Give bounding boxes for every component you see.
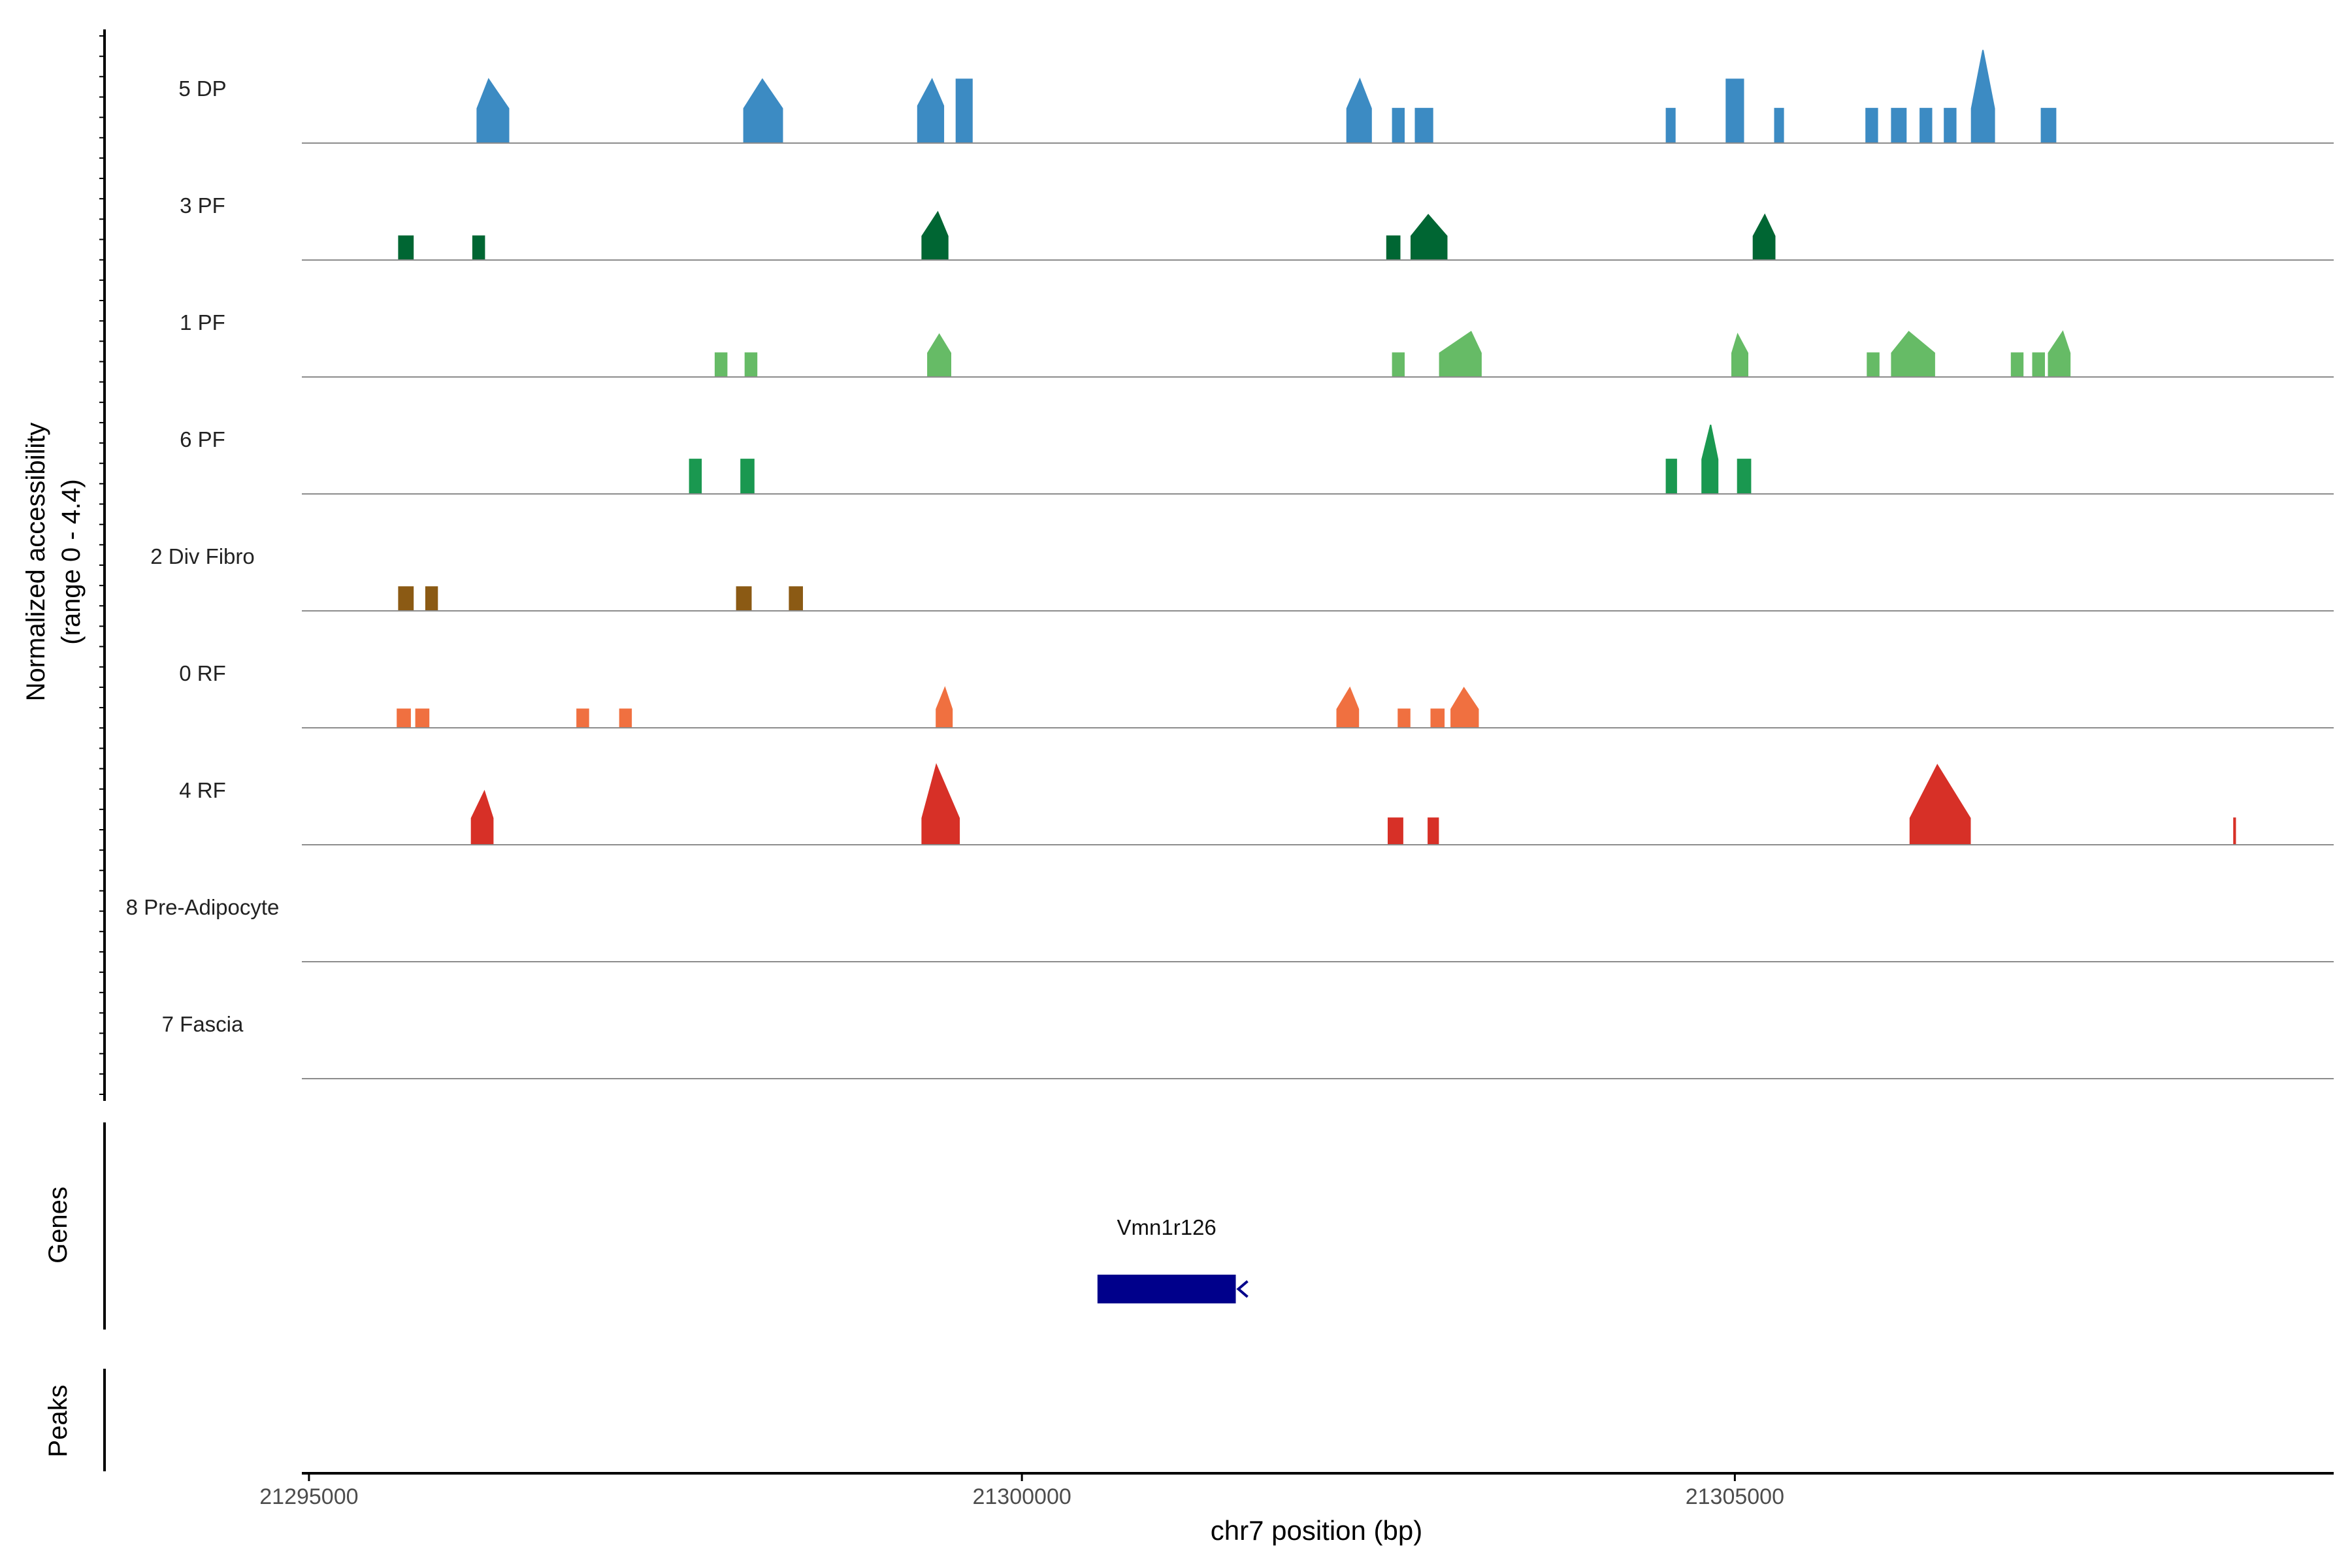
x-tick-label: 21295000 xyxy=(259,1484,358,1509)
peak-1-pf-11 xyxy=(2048,330,2071,378)
genes-axis-title: Genes xyxy=(44,1186,73,1264)
x-tick-label: 21305000 xyxy=(1686,1484,1784,1509)
track-label: 5 DP xyxy=(178,76,226,101)
gene-body-vmn1r126 xyxy=(1097,1275,1236,1303)
peak-0-rf-3 xyxy=(576,708,589,728)
peak-1-pf-1 xyxy=(714,352,728,378)
track-3-pf xyxy=(302,210,2334,261)
genes-panel: Vmn1r126 xyxy=(103,1122,1249,1330)
peak-1-pf-10 xyxy=(2032,352,2045,378)
y-axis-title-line2: (range 0 - 4.4) xyxy=(57,479,86,644)
peak-5-dp-13 xyxy=(1919,108,1933,144)
x-axis-title: chr7 position (bp) xyxy=(1211,1515,1423,1546)
peak-4-rf-2 xyxy=(921,762,960,845)
peak-0-rf-4 xyxy=(619,708,632,728)
track-label: 8 Pre-Adipocyte xyxy=(126,895,280,919)
peak-3-pf-5 xyxy=(1411,214,1448,261)
peak-5-dp-12 xyxy=(1891,108,1907,144)
peak-0-rf-1 xyxy=(397,708,411,728)
track-label: 0 RF xyxy=(179,661,226,685)
track-5-dp xyxy=(302,50,2334,144)
x-tick-label: 21300000 xyxy=(972,1484,1071,1509)
peak-1-pf-2 xyxy=(744,352,758,378)
track-label: 3 PF xyxy=(180,193,225,218)
track-label: 4 RF xyxy=(179,778,226,802)
track-label: 2 Div Fibro xyxy=(150,544,255,568)
gene-label: Vmn1r126 xyxy=(1117,1215,1217,1239)
peak-5-dp-3 xyxy=(917,78,945,144)
track-label: 1 PF xyxy=(180,310,225,335)
peak-3-pf-6 xyxy=(1752,213,1776,261)
peak-4-rf-5 xyxy=(1909,763,1971,845)
peak-3-pf-2 xyxy=(472,235,485,261)
peak-1-pf-6 xyxy=(1731,333,1748,378)
peak-4-rf-4 xyxy=(1428,817,1439,845)
peak-1-pf-3 xyxy=(927,333,951,378)
peak-1-pf-9 xyxy=(2010,352,2024,378)
peak-0-rf-7 xyxy=(1397,708,1411,728)
peak-5-dp-14 xyxy=(1944,108,1957,144)
peak-5-dp-10 xyxy=(1774,108,1784,144)
track-4-rf xyxy=(302,762,2334,845)
peaks-axis-title: Peaks xyxy=(44,1384,73,1457)
peak-2-div-fibro-1 xyxy=(398,586,414,612)
peak-5-dp-8 xyxy=(1665,108,1676,144)
peak-6-pf-3 xyxy=(1665,459,1677,495)
position-x-axis: 21295000 21300000 21305000 xyxy=(259,1472,2334,1509)
track-label: 7 Fascia xyxy=(162,1012,244,1036)
track-0-rf xyxy=(302,686,2334,728)
track-labels: 5 DP 3 PF 1 PF 6 PF 2 Div Fibro 0 RF 4 RF 8 Pre… xyxy=(126,76,280,1036)
peak-6-pf-4 xyxy=(1701,424,1719,495)
peak-5-dp-4 xyxy=(955,78,973,144)
peak-5-dp-7 xyxy=(1414,108,1433,144)
coverage-tracks xyxy=(302,50,2334,1079)
peak-5-dp-11 xyxy=(1865,108,1878,144)
peak-0-rf-2 xyxy=(415,708,430,728)
peak-1-pf-8 xyxy=(1891,331,1935,378)
peak-2-div-fibro-3 xyxy=(736,586,752,612)
peak-0-rf-6 xyxy=(1336,686,1360,728)
y-axis-title-line1: Normalized accessibility xyxy=(22,423,50,702)
peak-5-dp-15 xyxy=(1970,50,1995,144)
peak-1-pf-7 xyxy=(1867,352,1880,378)
peak-2-div-fibro-2 xyxy=(425,586,438,612)
peak-6-pf-5 xyxy=(1737,459,1752,495)
peak-5-dp-1 xyxy=(476,78,510,144)
peak-5-dp-16 xyxy=(2040,108,2057,144)
accessibility-y-axis xyxy=(99,29,106,1101)
peak-4-rf-3 xyxy=(1388,817,1403,845)
peak-1-pf-4 xyxy=(1392,352,1405,378)
peak-2-div-fibro-4 xyxy=(789,586,803,612)
peak-0-rf-9 xyxy=(1450,687,1479,728)
peak-4-rf-6 xyxy=(2233,817,2236,845)
peak-5-dp-6 xyxy=(1392,108,1405,144)
track-1-pf xyxy=(302,330,2334,378)
peak-5-dp-9 xyxy=(1725,78,1744,144)
peak-6-pf-1 xyxy=(689,459,702,495)
peak-0-rf-8 xyxy=(1430,708,1445,728)
gene-strand-arrow-icon xyxy=(1236,1280,1249,1298)
track-2-div-fibro xyxy=(302,586,2334,612)
peak-1-pf-5 xyxy=(1439,331,1482,378)
track-label: 6 PF xyxy=(180,427,225,451)
peak-3-pf-3 xyxy=(921,210,949,261)
peak-5-dp-5 xyxy=(1346,77,1372,144)
track-6-pf xyxy=(302,424,2334,495)
peak-5-dp-2 xyxy=(743,78,783,144)
peak-3-pf-4 xyxy=(1386,235,1401,261)
peak-6-pf-2 xyxy=(740,459,755,495)
peak-0-rf-5 xyxy=(936,686,953,728)
peak-3-pf-1 xyxy=(398,235,414,261)
peak-4-rf-1 xyxy=(470,789,494,845)
